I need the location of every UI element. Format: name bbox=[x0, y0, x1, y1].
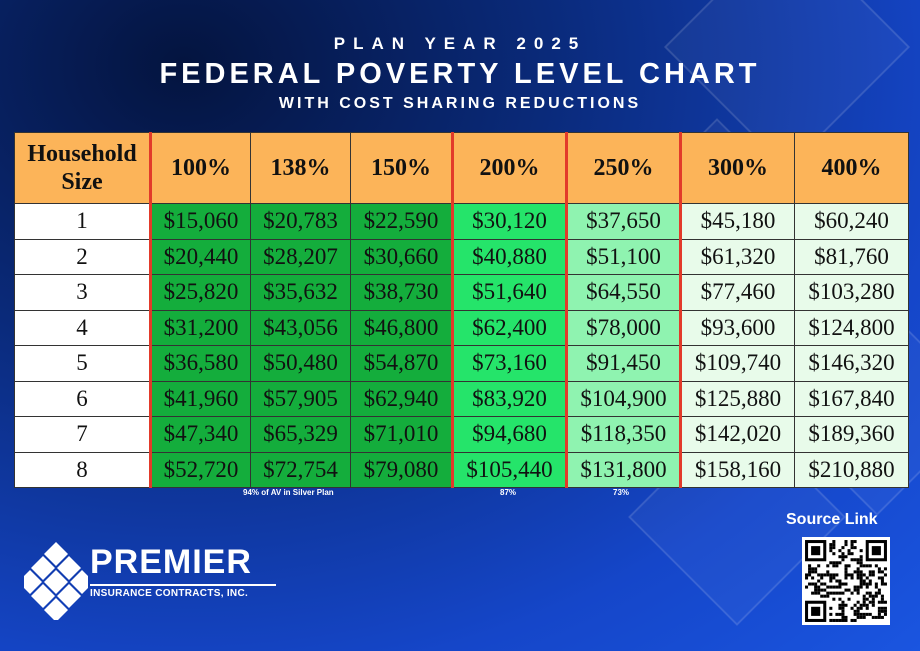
income-cell: $52,720 bbox=[149, 451, 251, 488]
income-cell: $71,010 bbox=[350, 416, 453, 453]
table-row: 2 $20,440 $28,207 $30,660 $40,880 $51,100 $61,… bbox=[14, 238, 909, 275]
income-cell: $103,280 bbox=[794, 274, 909, 311]
income-cell: $125,880 bbox=[679, 380, 795, 417]
page-title: FEDERAL POVERTY LEVEL CHART bbox=[159, 58, 761, 90]
column-header: 138% bbox=[250, 132, 351, 204]
income-cell: $22,590 bbox=[350, 203, 453, 240]
table-row: 6 $41,960 $57,905 $62,940 $83,920 $104,900 $12… bbox=[14, 380, 909, 417]
income-cell: $35,632 bbox=[250, 274, 351, 311]
income-cell: $124,800 bbox=[794, 309, 909, 346]
income-cell: $146,320 bbox=[794, 345, 909, 382]
income-cell: $109,740 bbox=[679, 345, 795, 382]
logo-divider bbox=[90, 584, 276, 586]
income-cell: $104,900 bbox=[565, 380, 681, 417]
income-cell: $51,100 bbox=[565, 238, 681, 275]
income-cell: $210,880 bbox=[794, 451, 909, 488]
income-cell: $28,207 bbox=[250, 238, 351, 275]
income-cell: $81,760 bbox=[794, 238, 909, 275]
income-cell: $93,600 bbox=[679, 309, 795, 346]
column-header: 400% bbox=[794, 132, 909, 204]
income-cell: $158,160 bbox=[679, 451, 795, 488]
table-header-row: Household Size 100% 138% 150% 200% 250% … bbox=[14, 132, 909, 204]
logo-name: PREMIER bbox=[90, 543, 252, 581]
column-header: 200% bbox=[451, 132, 567, 204]
income-cell: $189,360 bbox=[794, 416, 909, 453]
table-row: 8 $52,720 $72,754 $79,080 $105,440 $131,800 $1… bbox=[14, 451, 909, 488]
household-size-cell: 4 bbox=[14, 309, 151, 346]
column-header: 150% bbox=[350, 132, 453, 204]
income-cell: $20,783 bbox=[250, 203, 351, 240]
income-cell: $46,800 bbox=[350, 309, 453, 346]
income-cell: $60,240 bbox=[794, 203, 909, 240]
income-cell: $47,340 bbox=[149, 416, 251, 453]
fpl-table: Household Size 100% 138% 150% 200% 250% … bbox=[14, 132, 909, 488]
income-cell: $30,120 bbox=[451, 203, 567, 240]
column-header: 300% bbox=[679, 132, 795, 204]
income-cell: $118,350 bbox=[565, 416, 681, 453]
income-cell: $72,754 bbox=[250, 451, 351, 488]
income-cell: $20,440 bbox=[149, 238, 251, 275]
income-cell: $94,680 bbox=[451, 416, 567, 453]
income-cell: $77,460 bbox=[679, 274, 795, 311]
table-row: 1 $15,060 $20,783 $22,590 $30,120 $37,650 $45,… bbox=[14, 203, 909, 240]
income-cell: $31,200 bbox=[149, 309, 251, 346]
table-row: 7 $47,340 $65,329 $71,010 $94,680 $118,350 $14… bbox=[14, 416, 909, 453]
household-size-cell: 6 bbox=[14, 380, 151, 417]
premier-logo: PREMIER INSURANCE CONTRACTS, INC. bbox=[24, 540, 276, 620]
income-cell: $62,400 bbox=[451, 309, 567, 346]
income-cell: $41,960 bbox=[149, 380, 251, 417]
silver-av-note: 94% of AV in Silver Plan bbox=[243, 488, 334, 497]
income-cell: $45,180 bbox=[679, 203, 795, 240]
household-size-header: Household Size bbox=[14, 132, 151, 204]
income-cell: $62,940 bbox=[350, 380, 453, 417]
column-header: 250% bbox=[565, 132, 681, 204]
income-cell: $25,820 bbox=[149, 274, 251, 311]
av-73-note: 73% bbox=[613, 488, 630, 497]
income-cell: $38,730 bbox=[350, 274, 453, 311]
income-cell: $167,840 bbox=[794, 380, 909, 417]
plan-year: PLAN YEAR 2025 bbox=[333, 34, 587, 53]
household-size-cell: 1 bbox=[14, 203, 151, 240]
logo-tagline: INSURANCE CONTRACTS, INC. bbox=[90, 588, 249, 599]
income-cell: $73,160 bbox=[451, 345, 567, 382]
table-row: 4 $31,200 $43,056 $46,800 $62,400 $78,000 $93,… bbox=[14, 309, 909, 346]
household-size-header-line1: Household bbox=[27, 141, 137, 167]
income-cell: $65,329 bbox=[250, 416, 351, 453]
income-cell: $78,000 bbox=[565, 309, 681, 346]
income-cell: $50,480 bbox=[250, 345, 351, 382]
income-cell: $61,320 bbox=[679, 238, 795, 275]
income-cell: $91,450 bbox=[565, 345, 681, 382]
table-row: 3 $25,820 $35,632 $38,730 $51,640 $64,550 $77,… bbox=[14, 274, 909, 311]
income-cell: $30,660 bbox=[350, 238, 453, 275]
income-cell: $142,020 bbox=[679, 416, 795, 453]
column-header: 100% bbox=[149, 132, 251, 204]
income-cell: $36,580 bbox=[149, 345, 251, 382]
household-size-cell: 2 bbox=[14, 238, 151, 275]
household-size-cell: 3 bbox=[14, 274, 151, 311]
income-cell: $43,056 bbox=[250, 309, 351, 346]
household-size-header-line2: Size bbox=[61, 169, 103, 195]
income-cell: $131,800 bbox=[565, 451, 681, 488]
page-subtitle: WITH COST SHARING REDUCTIONS bbox=[278, 95, 642, 112]
income-cell: $105,440 bbox=[451, 451, 567, 488]
income-cell: $15,060 bbox=[149, 203, 251, 240]
diamond-logo-icon bbox=[24, 542, 88, 620]
household-size-cell: 8 bbox=[14, 451, 151, 488]
household-size-cell: 7 bbox=[14, 416, 151, 453]
av-87-note: 87% bbox=[500, 488, 517, 497]
income-cell: $37,650 bbox=[565, 203, 681, 240]
income-cell: $64,550 bbox=[565, 274, 681, 311]
qr-code-icon[interactable] bbox=[802, 537, 890, 625]
income-cell: $40,880 bbox=[451, 238, 567, 275]
table-row: 5 $36,580 $50,480 $54,870 $73,160 $91,450 $109… bbox=[14, 345, 909, 382]
income-cell: $51,640 bbox=[451, 274, 567, 311]
source-link[interactable]: Source Link bbox=[786, 511, 878, 528]
income-cell: $79,080 bbox=[350, 451, 453, 488]
household-size-cell: 5 bbox=[14, 345, 151, 382]
income-cell: $83,920 bbox=[451, 380, 567, 417]
income-cell: $57,905 bbox=[250, 380, 351, 417]
income-cell: $54,870 bbox=[350, 345, 453, 382]
